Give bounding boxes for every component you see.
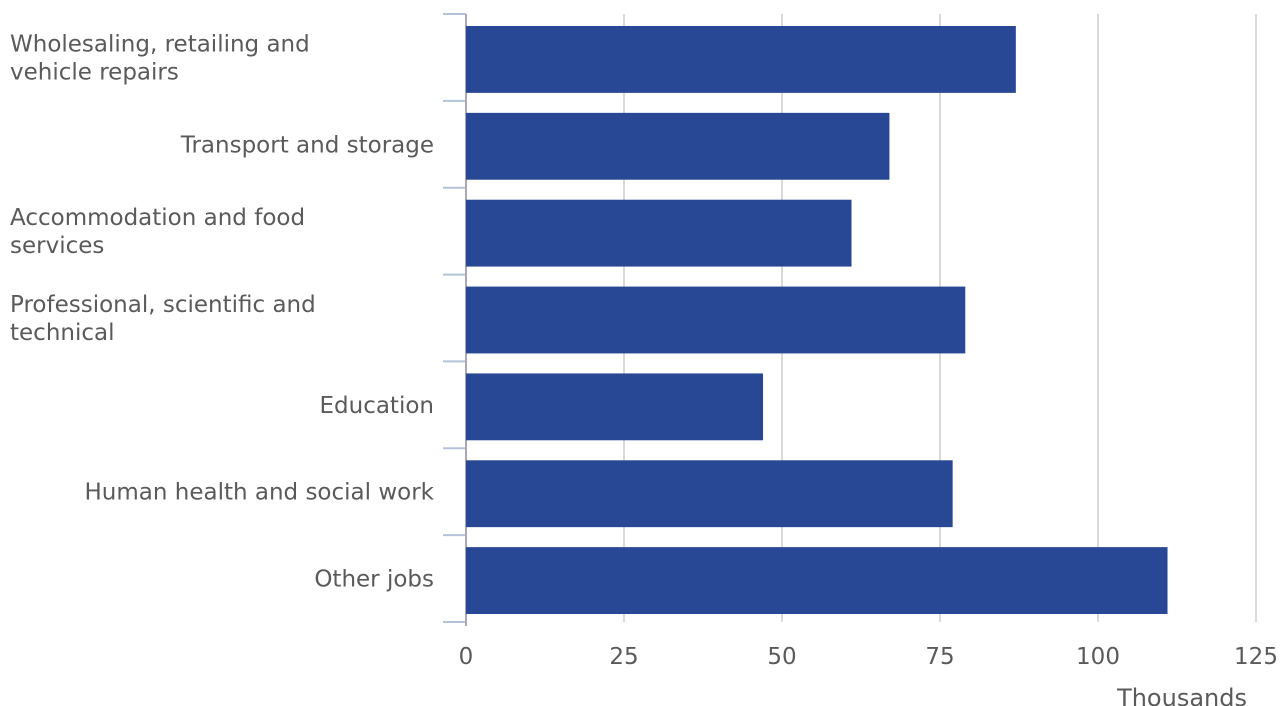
x-tick-label: 125 <box>1234 644 1278 670</box>
category-label: Professional, scientific and <box>10 292 316 318</box>
category-label: Education <box>319 393 434 419</box>
x-tick-label: 25 <box>609 644 638 670</box>
bar <box>466 373 764 441</box>
axes <box>443 13 467 626</box>
x-tick-label: 75 <box>925 644 954 670</box>
category-label: technical <box>10 320 115 346</box>
x-tick-label: 0 <box>459 644 474 670</box>
category-label: Wholesaling, retailing and <box>10 31 310 57</box>
x-tick-label: 100 <box>1076 644 1120 670</box>
category-label: Human health and social work <box>84 480 434 506</box>
bar <box>466 460 953 528</box>
bars <box>466 26 1168 614</box>
category-label: services <box>10 233 104 259</box>
category-label: Accommodation and food <box>10 205 305 231</box>
bar <box>466 547 1168 614</box>
bar <box>466 286 966 354</box>
x-tick-label: 50 <box>767 644 796 670</box>
category-label: Other jobs <box>314 567 434 593</box>
x-axis-unit-label: Thousands <box>1116 684 1247 706</box>
category-label: vehicle repairs <box>10 59 179 85</box>
category-label: Transport and storage <box>180 132 434 158</box>
tick-labels: 0 25 50 75 100 125 <box>459 644 1278 670</box>
bar <box>466 26 1016 93</box>
bar <box>466 112 890 180</box>
bar <box>466 199 852 267</box>
